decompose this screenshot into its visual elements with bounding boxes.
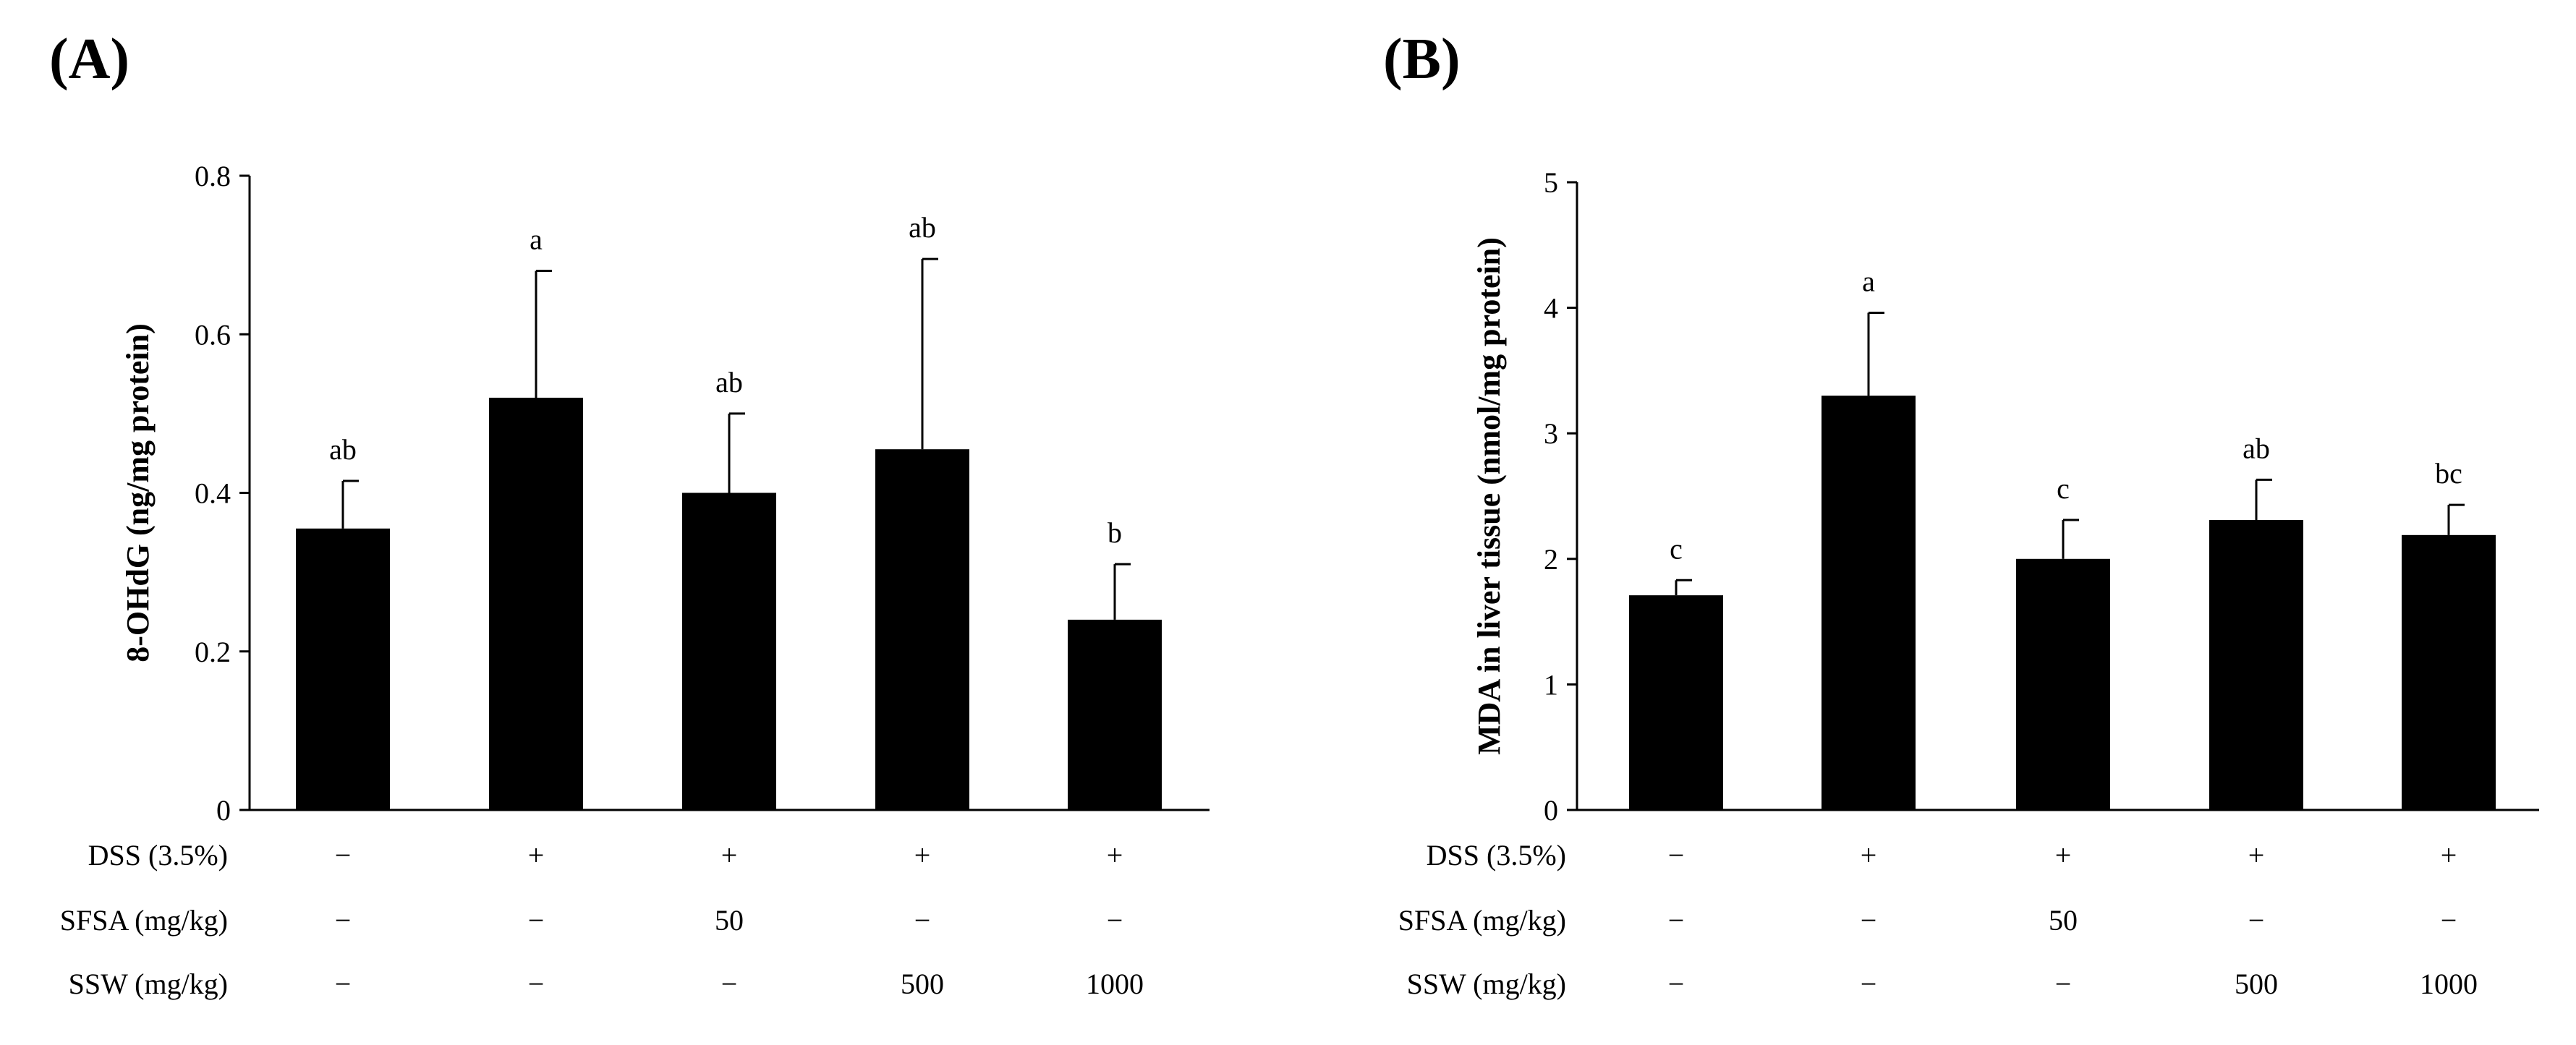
bar (1068, 619, 1162, 810)
condition-value: − (335, 968, 352, 1000)
condition-value: − (2441, 904, 2457, 937)
condition-value: + (2055, 839, 2072, 871)
condition-value: − (528, 904, 545, 937)
significance-label: a (530, 223, 543, 256)
condition-value: + (1107, 839, 1123, 871)
significance-label: b (1108, 516, 1122, 549)
condition-value: + (528, 839, 545, 871)
condition-label: SSW (mg/kg) (1407, 968, 1566, 1000)
y-tick-label: 0.8 (195, 160, 231, 192)
condition-label: DSS (3.5%) (1427, 839, 1566, 871)
condition-value: + (2441, 839, 2457, 871)
y-tick-label: 0 (216, 794, 231, 827)
y-tick-label: 4 (1544, 292, 1558, 325)
condition-value: 50 (715, 904, 744, 937)
bar (682, 492, 776, 810)
significance-label: bc (2435, 457, 2462, 490)
bar (875, 449, 969, 810)
significance-label: c (1670, 532, 1683, 565)
bar (1822, 396, 1916, 810)
panel-label: (B) (1383, 27, 1461, 91)
condition-value: 1000 (1086, 968, 1144, 1000)
y-tick-label: 1 (1544, 668, 1558, 701)
y-tick-label: 3 (1544, 417, 1558, 450)
chart-panel-b: (B) 0 1 2 3 4 5 MDA in liver tissue (nmol/mg pr… (1383, 27, 2539, 1000)
condition-value: − (335, 839, 352, 871)
y-tick-label: 0.4 (195, 477, 231, 510)
significance-label: ab (329, 433, 357, 466)
significance-label: a (1862, 265, 1875, 298)
bar (296, 528, 390, 810)
condition-value: + (914, 839, 931, 871)
condition-value: 500 (901, 968, 944, 1000)
significance-label: ab (715, 366, 743, 398)
bar (489, 397, 583, 810)
y-tick-label: 0 (1544, 794, 1558, 827)
condition-label: SSW (mg/kg) (69, 968, 228, 1000)
condition-label: DSS (3.5%) (88, 839, 228, 871)
condition-value: − (1668, 904, 1685, 937)
y-axis-label: MDA in liver tissue (nmol/mg protein) (1471, 237, 1507, 755)
condition-value: − (2248, 904, 2265, 937)
condition-value: − (1668, 839, 1685, 871)
y-tick-label: 0.6 (195, 318, 231, 351)
condition-value: − (914, 904, 931, 937)
bar (2016, 558, 2110, 810)
y-tick-label: 2 (1544, 543, 1558, 576)
significance-label: ab (909, 211, 936, 244)
condition-label: SFSA (mg/kg) (60, 904, 228, 937)
condition-value: + (1861, 839, 1877, 871)
panel-label: (A) (49, 27, 129, 91)
y-axis-label: 8-OHdG (ng/mg protein) (120, 323, 156, 662)
bar (1629, 595, 1723, 810)
condition-value: − (2055, 968, 2072, 1000)
condition-value: 1000 (2420, 968, 2478, 1000)
condition-label: SFSA (mg/kg) (1398, 904, 1566, 937)
condition-value: − (528, 968, 545, 1000)
bar (2402, 534, 2496, 810)
condition-value: − (335, 904, 352, 937)
y-tick-label: 0.2 (195, 636, 231, 668)
condition-value: − (1861, 968, 1877, 1000)
condition-value: − (1668, 968, 1685, 1000)
bar (2209, 519, 2303, 810)
significance-label: c (2057, 472, 2070, 505)
condition-value: − (721, 968, 738, 1000)
condition-value: 50 (2049, 904, 2078, 937)
chart-panel-a: (A)00.20.40.60.88-OHdG (ng/mg protein) ab… (49, 27, 1210, 1000)
significance-label: ab (2243, 432, 2270, 464)
condition-value: + (2248, 839, 2265, 871)
condition-value: 500 (2235, 968, 2278, 1000)
y-tick-label: 5 (1544, 166, 1558, 199)
condition-value: − (1861, 904, 1877, 937)
condition-value: − (1107, 904, 1123, 937)
condition-value: + (721, 839, 738, 871)
